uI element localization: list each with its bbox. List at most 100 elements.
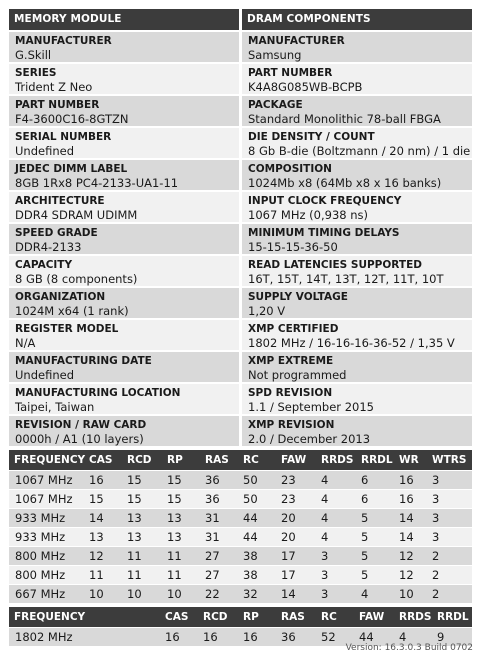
table-cell: 15 (167, 489, 205, 508)
info-field: SERIAL NUMBER Undefined (9, 128, 239, 158)
info-field: READ LATENCIES SUPPORTED 16T, 15T, 14T, 1… (242, 256, 472, 286)
info-field: DIE DENSITY / COUNT 8 Gb B-die (Boltzmann… (242, 128, 472, 158)
field-label: MANUFACTURING DATE (15, 355, 152, 367)
table-cell: 32 (243, 584, 281, 603)
field-label: SERIAL NUMBER (15, 131, 112, 143)
table-cell: 31 (205, 508, 243, 527)
table-cell: 933 MHz (9, 508, 89, 527)
info-field: MANUFACTURING DATE Undefined (9, 352, 239, 382)
info-field: PART NUMBER K4A8G085WB-BCPB (242, 64, 472, 94)
table-cell: 50 (243, 489, 281, 508)
field-label: MANUFACTURING LOCATION (15, 387, 181, 399)
field-value: 15-15-15-36-50 (248, 240, 338, 254)
column-header: RCD (203, 607, 243, 627)
table-cell: 12 (399, 565, 432, 584)
field-value: G.Skill (15, 48, 52, 62)
field-value: N/A (15, 336, 36, 350)
info-field: COMPOSITION 1024Mb x8 (64Mb x8 x 16 banks… (242, 160, 472, 190)
info-field: REVISION / RAW CARD 0000h / A1 (10 layers… (9, 416, 239, 446)
table-cell: 13 (89, 527, 127, 546)
field-label: DIE DENSITY / COUNT (248, 131, 375, 143)
xmp-header-row: FREQUENCY CAS RCD RP RAS RC FAW RRDS RRDL (9, 607, 472, 627)
xmp-body: 1802 MHz 16 16 16 36 52 44 4 9 (9, 627, 472, 646)
field-value: 2.0 / December 2013 (248, 432, 371, 446)
table-cell: 52 (321, 627, 359, 646)
field-label: XMP REVISION (248, 419, 335, 431)
table-cell: 36 (281, 627, 321, 646)
table-cell: 23 (281, 470, 321, 489)
memory-module-header: MEMORY MODULE (9, 9, 239, 30)
field-value: 1.1 / September 2015 (248, 400, 374, 414)
field-value: 1,20 V (248, 304, 286, 318)
table-cell: 11 (127, 546, 167, 565)
field-label: MINIMUM TIMING DELAYS (248, 227, 400, 239)
info-field: SUPPLY VOLTAGE 1,20 V (242, 288, 472, 318)
table-cell: 5 (361, 508, 399, 527)
table-cell: 38 (243, 565, 281, 584)
table-cell: 11 (127, 565, 167, 584)
field-label: COMPOSITION (248, 163, 332, 175)
info-field: JEDEC DIMM LABEL 8GB 1Rx8 PC4-2133-UA1-11 (9, 160, 239, 190)
info-field: PART NUMBER F4-3600C16-8GTZN (9, 96, 239, 126)
table-cell: 44 (243, 508, 281, 527)
info-field: PACKAGE Standard Monolithic 78-ball FBGA (242, 96, 472, 126)
table-cell: 4 (399, 627, 437, 646)
field-value: F4-3600C16-8GTZN (15, 112, 129, 126)
field-value: DDR4-2133 (15, 240, 82, 254)
version-text: Version: 16.3.0.3 Build 0702 (345, 643, 473, 653)
jedec-body: 1067 MHz 16 15 15 36 50 23 4 6 16 3 1067 MHz 15 15 15 3… (9, 470, 472, 603)
table-cell: 14 (399, 527, 432, 546)
table-cell: 36 (205, 470, 243, 489)
column-header: RAS (205, 450, 243, 470)
column-header: FAW (359, 607, 399, 627)
field-label: SPEED GRADE (15, 227, 98, 239)
info-field: XMP EXTREME Not programmed (242, 352, 472, 382)
column-header: RCD (127, 450, 167, 470)
field-value: 8 GB (8 components) (15, 272, 138, 286)
column-header: RRDL (361, 450, 399, 470)
table-cell: 16 (399, 470, 432, 489)
info-field: MANUFACTURER Samsung (242, 32, 472, 62)
table-cell: 1802 MHz (9, 627, 165, 646)
table-row: 1067 MHz 15 15 15 36 50 23 4 6 16 3 (9, 489, 472, 508)
field-label: SPD REVISION (248, 387, 333, 399)
table-cell: 3 (321, 584, 361, 603)
field-label: XMP CERTIFIED (248, 323, 339, 335)
table-cell: 2 (432, 546, 472, 565)
field-label: CAPACITY (15, 259, 73, 271)
table-cell: 667 MHz (9, 584, 89, 603)
table-cell: 4 (321, 508, 361, 527)
table-cell: 11 (167, 565, 205, 584)
field-value: DDR4 SDRAM UDIMM (15, 208, 138, 222)
field-label: PART NUMBER (248, 67, 333, 79)
table-cell: 23 (281, 489, 321, 508)
table-cell: 14 (399, 508, 432, 527)
table-cell: 5 (361, 546, 399, 565)
field-label: SERIES (15, 67, 57, 79)
table-row: 1802 MHz 16 16 16 36 52 44 4 9 (9, 627, 472, 646)
column-header: FREQUENCY (9, 450, 89, 470)
field-value: 8 Gb B-die (Boltzmann / 20 nm) / 1 die (248, 144, 471, 158)
field-value: Standard Monolithic 78-ball FBGA (248, 112, 441, 126)
column-header: RP (167, 450, 205, 470)
field-label: REGISTER MODEL (15, 323, 119, 335)
table-row: 933 MHz 14 13 13 31 44 20 4 5 14 3 (9, 508, 472, 527)
memory-module-fields: MANUFACTURER G.Skill SERIES Trident Z Neo PA… (9, 32, 239, 446)
jedec-header-row: FREQUENCY CAS RCD RP RAS RC FAW RRDS RRDL WR WTRS (9, 450, 472, 470)
column-header: RRDS (321, 450, 361, 470)
field-label: JEDEC DIMM LABEL (15, 163, 128, 175)
table-cell: 800 MHz (9, 546, 89, 565)
column-header: WTRS (432, 450, 472, 470)
table-cell: 36 (205, 489, 243, 508)
table-cell: 3 (321, 546, 361, 565)
field-label: ORGANIZATION (15, 291, 106, 303)
table-cell: 933 MHz (9, 527, 89, 546)
info-field: MANUFACTURING LOCATION Taipei, Taiwan (9, 384, 239, 414)
column-header: RC (321, 607, 359, 627)
table-cell: 10 (127, 584, 167, 603)
table-cell: 16 (89, 470, 127, 489)
column-header: CAS (165, 607, 203, 627)
info-field: CAPACITY 8 GB (8 components) (9, 256, 239, 286)
column-header: RP (243, 607, 281, 627)
field-label: REVISION / RAW CARD (15, 419, 147, 431)
